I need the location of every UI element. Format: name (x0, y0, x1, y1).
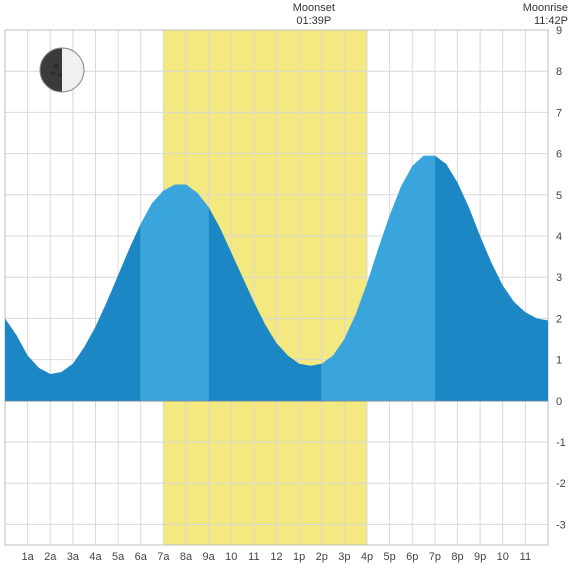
moonrise-label: Moonrise (508, 2, 568, 15)
svg-text:-1: -1 (556, 437, 566, 449)
svg-text:9p: 9p (474, 551, 486, 563)
moonset-annotation: Moonset 01:39P (284, 2, 344, 28)
svg-text:8: 8 (556, 66, 562, 78)
svg-text:3: 3 (556, 272, 562, 284)
svg-text:0: 0 (556, 396, 562, 408)
svg-text:2p: 2p (316, 551, 328, 563)
svg-text:3a: 3a (67, 551, 80, 563)
svg-text:1p: 1p (293, 551, 305, 563)
svg-text:6: 6 (556, 149, 562, 161)
moonrise-time: 11:42P (508, 15, 568, 28)
svg-text:10: 10 (497, 551, 509, 563)
svg-text:5: 5 (556, 190, 562, 202)
svg-text:8a: 8a (180, 551, 193, 563)
svg-text:1a: 1a (22, 551, 35, 563)
svg-text:2: 2 (556, 313, 562, 325)
svg-text:3p: 3p (338, 551, 350, 563)
moonset-time: 01:39P (284, 15, 344, 28)
svg-text:2a: 2a (44, 551, 57, 563)
svg-text:6p: 6p (406, 551, 418, 563)
svg-text:10: 10 (225, 551, 237, 563)
svg-text:-2: -2 (556, 478, 566, 490)
moonrise-annotation: Moonrise 11:42P (508, 2, 568, 28)
moon-phase-icon (38, 46, 86, 94)
svg-text:4: 4 (556, 231, 562, 243)
svg-text:7p: 7p (429, 551, 441, 563)
svg-text:8p: 8p (451, 551, 463, 563)
svg-text:11: 11 (248, 551, 259, 563)
tide-chart: 1a2a3a4a5a6a7a8a9a1011121p2p3p4p5p6p7p8p… (0, 0, 570, 570)
svg-text:6a: 6a (135, 551, 148, 563)
svg-text:7a: 7a (157, 551, 170, 563)
svg-text:11: 11 (520, 551, 531, 563)
svg-text:5a: 5a (112, 551, 125, 563)
svg-text:7: 7 (556, 107, 562, 119)
moonset-label: Moonset (284, 2, 344, 15)
svg-text:-3: -3 (556, 519, 566, 531)
svg-text:4a: 4a (89, 551, 102, 563)
svg-text:4p: 4p (361, 551, 373, 563)
svg-text:1: 1 (556, 355, 562, 367)
svg-text:5p: 5p (384, 551, 396, 563)
svg-text:12: 12 (270, 551, 282, 563)
svg-text:9a: 9a (203, 551, 216, 563)
